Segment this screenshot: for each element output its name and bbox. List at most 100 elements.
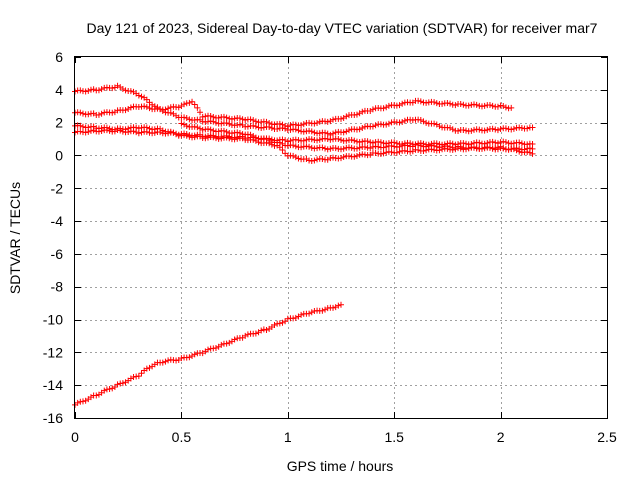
data-point-marker xyxy=(407,148,414,155)
x-tick-label: 1.5 xyxy=(384,429,404,445)
data-point-marker xyxy=(146,129,153,136)
data-point-marker xyxy=(476,126,483,133)
data-point-marker xyxy=(481,127,488,134)
data-point-marker xyxy=(351,137,358,144)
data-point-marker xyxy=(316,136,323,143)
data-point-marker xyxy=(236,115,243,122)
data-point-marker xyxy=(210,127,217,134)
data-point-marker xyxy=(202,113,209,120)
data-point-marker xyxy=(181,114,188,121)
data-point-marker xyxy=(439,143,446,150)
data-point-marker xyxy=(423,99,430,106)
data-point-marker xyxy=(516,139,523,146)
data-point-marker xyxy=(207,126,214,133)
data-point-marker xyxy=(463,127,470,134)
data-point-marker xyxy=(338,155,344,162)
data-point-marker xyxy=(114,381,121,388)
data-point-marker xyxy=(226,120,233,127)
data-point-marker xyxy=(82,88,89,95)
data-point-marker xyxy=(377,151,384,158)
data-point-marker xyxy=(375,143,382,150)
data-point-marker xyxy=(98,127,105,134)
data-point-marker xyxy=(292,314,299,321)
y-tick-label: 4 xyxy=(55,82,63,98)
data-point-marker xyxy=(401,147,408,154)
data-point-marker xyxy=(205,126,211,133)
data-point-marker xyxy=(369,143,376,150)
data-point-marker xyxy=(338,301,344,308)
series-track-5 xyxy=(178,120,536,153)
data-point-marker xyxy=(380,150,387,157)
data-point-marker xyxy=(524,145,531,152)
data-point-marker xyxy=(191,132,198,139)
data-point-marker xyxy=(271,321,278,328)
data-point-marker xyxy=(338,115,344,122)
data-point-marker xyxy=(359,138,366,145)
data-point-marker xyxy=(93,392,100,399)
data-point-marker xyxy=(202,133,209,140)
data-point-marker xyxy=(292,136,299,143)
data-point-marker xyxy=(122,107,129,114)
data-point-marker xyxy=(343,113,350,120)
data-point-marker xyxy=(303,156,310,163)
data-point-marker xyxy=(497,102,504,109)
data-point-marker xyxy=(529,124,536,131)
data-point-marker xyxy=(77,87,84,94)
data-point-marker xyxy=(356,110,363,117)
data-point-marker xyxy=(263,118,270,125)
data-point-marker xyxy=(135,130,142,137)
data-point-marker xyxy=(335,302,342,309)
data-point-marker xyxy=(90,127,97,134)
data-point-marker xyxy=(324,118,331,125)
data-point-marker xyxy=(521,146,528,153)
data-point-marker xyxy=(199,126,206,133)
data-point-marker xyxy=(385,120,392,127)
data-point-marker xyxy=(223,128,230,135)
data-point-marker xyxy=(457,143,464,150)
data-point-marker xyxy=(471,144,477,151)
data-point-marker xyxy=(85,111,92,118)
data-point-marker xyxy=(109,385,116,392)
data-point-marker xyxy=(212,345,219,352)
data-point-marker xyxy=(298,122,305,129)
data-point-marker xyxy=(388,142,395,149)
y-tick-label: -10 xyxy=(43,312,63,328)
data-point-marker xyxy=(460,126,467,133)
data-point-marker xyxy=(455,127,462,134)
data-point-marker xyxy=(127,104,134,111)
data-point-marker xyxy=(220,127,227,134)
data-point-marker xyxy=(183,115,190,122)
data-point-marker xyxy=(492,126,499,133)
data-point-marker xyxy=(489,145,496,152)
data-point-marker xyxy=(388,119,395,126)
data-point-marker xyxy=(404,142,411,149)
data-point-marker xyxy=(252,123,259,130)
data-point-marker xyxy=(513,145,520,152)
data-point-marker xyxy=(119,128,126,135)
data-point-marker xyxy=(518,125,525,132)
data-point-marker xyxy=(330,116,337,123)
data-point-marker xyxy=(319,144,326,151)
data-point-marker xyxy=(295,127,302,134)
data-point-marker xyxy=(324,130,331,137)
data-point-marker xyxy=(82,129,89,136)
data-point-marker xyxy=(77,128,84,135)
data-point-marker xyxy=(290,152,297,159)
data-point-marker xyxy=(252,134,259,141)
data-point-marker xyxy=(457,100,464,107)
data-point-marker xyxy=(327,145,334,152)
data-point-marker xyxy=(135,92,142,99)
data-point-marker xyxy=(439,100,446,107)
data-point-marker xyxy=(223,340,230,347)
data-point-marker xyxy=(308,128,315,135)
data-point-marker xyxy=(393,149,400,156)
data-point-marker xyxy=(345,144,352,151)
x-tick-label: 1 xyxy=(284,429,292,445)
data-point-marker xyxy=(505,146,512,153)
data-point-marker xyxy=(311,129,318,136)
data-point-marker xyxy=(353,145,360,152)
data-point-marker xyxy=(359,125,366,132)
data-point-marker xyxy=(508,104,515,111)
data-point-marker xyxy=(103,127,110,134)
